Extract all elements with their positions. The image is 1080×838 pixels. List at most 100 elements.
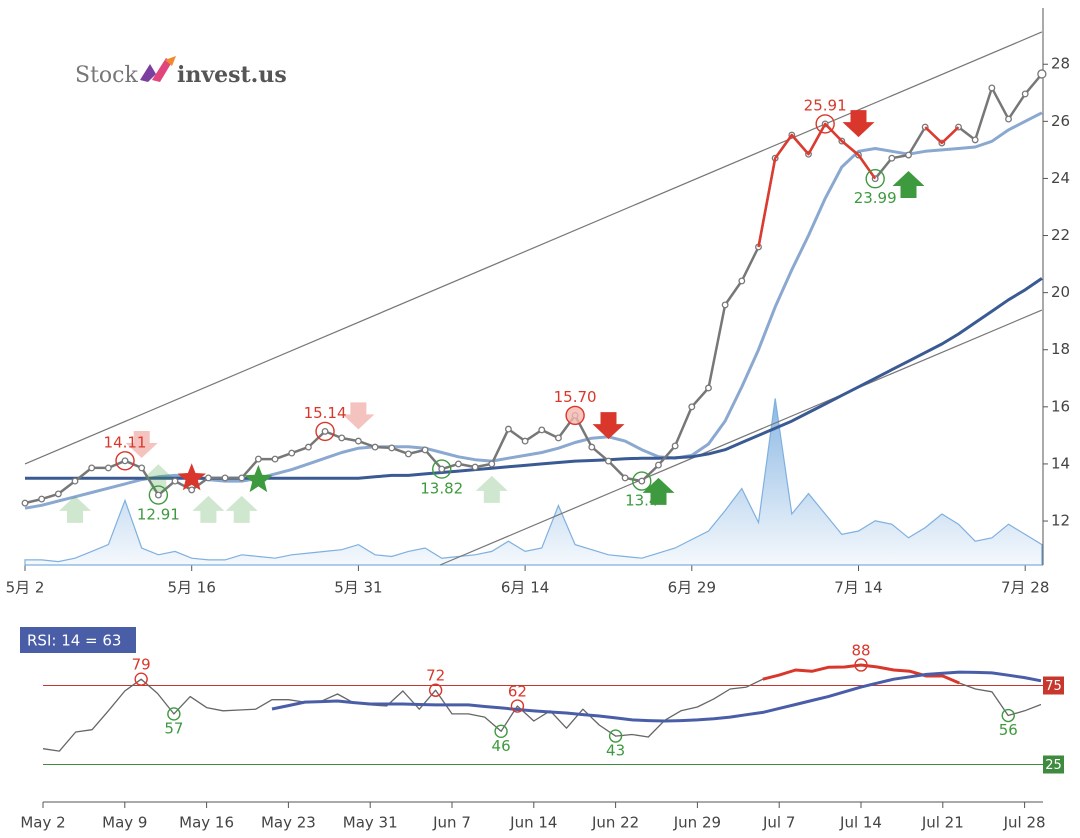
x-tick-label: Jul 14 (839, 814, 882, 832)
x-tick-label: May 16 (179, 814, 234, 832)
x-tick-label: Jun 22 (591, 814, 639, 832)
price-point (38, 495, 46, 503)
price-point (88, 464, 96, 472)
price-point (221, 474, 229, 482)
price-point (154, 491, 162, 499)
price-point (54, 490, 62, 498)
level-badge (1043, 755, 1064, 774)
annotation-label: 43 (606, 742, 625, 760)
price-point (338, 434, 346, 442)
price-point (421, 446, 429, 454)
annotation-circle (865, 169, 885, 189)
series-line (25, 277, 1043, 480)
signal-arrow-up (192, 495, 225, 523)
annotation-label: 13.4 (625, 492, 658, 510)
series-line (42, 664, 1042, 752)
annotation-circle (565, 405, 585, 426)
price-point (304, 443, 312, 451)
price-point (605, 457, 612, 465)
annotation-label: 88 (851, 641, 870, 659)
price-point (238, 474, 246, 482)
signal-arrow-down (592, 412, 625, 440)
annotation-circle (494, 724, 508, 739)
price-point (671, 442, 679, 450)
y-tick-label: 26 (1051, 112, 1070, 130)
price-point (521, 437, 529, 445)
price-point (554, 434, 562, 442)
annotation-circle (854, 658, 868, 672)
volume-area (24, 398, 1043, 566)
level-label: 25 (1045, 758, 1062, 773)
price-point (655, 461, 662, 469)
annotation-label: 79 (132, 656, 151, 674)
annotation-label: 15.14 (304, 404, 347, 422)
x-tick-label: 5月 31 (334, 579, 382, 597)
annotation-label: 15.70 (554, 388, 597, 406)
annotation-label: 23.99 (854, 189, 897, 207)
price-point (971, 136, 979, 144)
x-tick-label: Jul 21 (921, 814, 964, 832)
brand-logo: Stock invest.us (75, 56, 287, 88)
y-tick-label: 14 (1051, 454, 1070, 472)
annotation-label: 13.82 (420, 480, 463, 498)
x-tick-label: Jul 28 (1003, 814, 1046, 832)
price-point (321, 427, 329, 435)
x-tick-label: Jun 7 (432, 814, 471, 832)
price-point (471, 463, 479, 471)
price-point (138, 464, 146, 472)
x-tick-label: 5月 16 (167, 579, 215, 597)
signal-arrow-down (842, 110, 875, 138)
price-point (538, 426, 546, 434)
series-line (24, 73, 1043, 505)
price-point (504, 425, 512, 433)
annotation-circle (1001, 708, 1015, 723)
price-point (905, 151, 912, 159)
annotation-circle (510, 699, 525, 713)
price-point (721, 301, 729, 309)
price-point (71, 477, 79, 485)
annotation-circle (608, 729, 623, 743)
trend-line (24, 31, 1043, 465)
annotation-label: 72 (426, 667, 445, 685)
price-point (254, 455, 262, 463)
signal-arrow-down (125, 431, 158, 458)
signal-arrow-up (59, 495, 91, 523)
annotation-circle (115, 451, 135, 471)
price-point (354, 437, 362, 445)
annotation-circle (167, 707, 181, 721)
annotation-label: 57 (164, 719, 183, 737)
x-tick-label: May 23 (261, 814, 316, 832)
level-label: 75 (1045, 679, 1062, 694)
brand-right: invest.us (177, 62, 287, 88)
annotation-circle (632, 471, 652, 491)
signal-arrow-up (892, 171, 925, 198)
annotation-circle (134, 672, 148, 686)
x-tick-label: May 31 (343, 814, 398, 832)
y-tick-label: 24 (1051, 169, 1070, 187)
price-point (988, 84, 996, 92)
brand-left: Stock (75, 63, 138, 88)
price-point (1021, 90, 1029, 98)
signal-arrow-up (475, 475, 508, 503)
price-point (488, 460, 496, 468)
price-point (588, 443, 596, 451)
signal-star (244, 464, 273, 493)
price-point (21, 499, 29, 507)
price-point (738, 277, 746, 285)
annotation-circle (428, 683, 443, 697)
annotation-circle (815, 114, 835, 134)
logo-icon (165, 56, 176, 66)
price-point (1037, 69, 1047, 79)
x-tick-label: Jun 29 (673, 814, 721, 832)
series-line (757, 122, 960, 248)
logo-icon (152, 58, 172, 82)
x-tick-label: 7月 28 (1001, 579, 1049, 597)
annotation-label: 62 (508, 683, 527, 701)
annotation-label: 14.11 (104, 433, 147, 451)
level-badge (1043, 676, 1064, 695)
series-line (762, 663, 960, 685)
signal-arrow-up (142, 464, 175, 492)
price-point (121, 457, 129, 465)
price-point (438, 465, 446, 473)
